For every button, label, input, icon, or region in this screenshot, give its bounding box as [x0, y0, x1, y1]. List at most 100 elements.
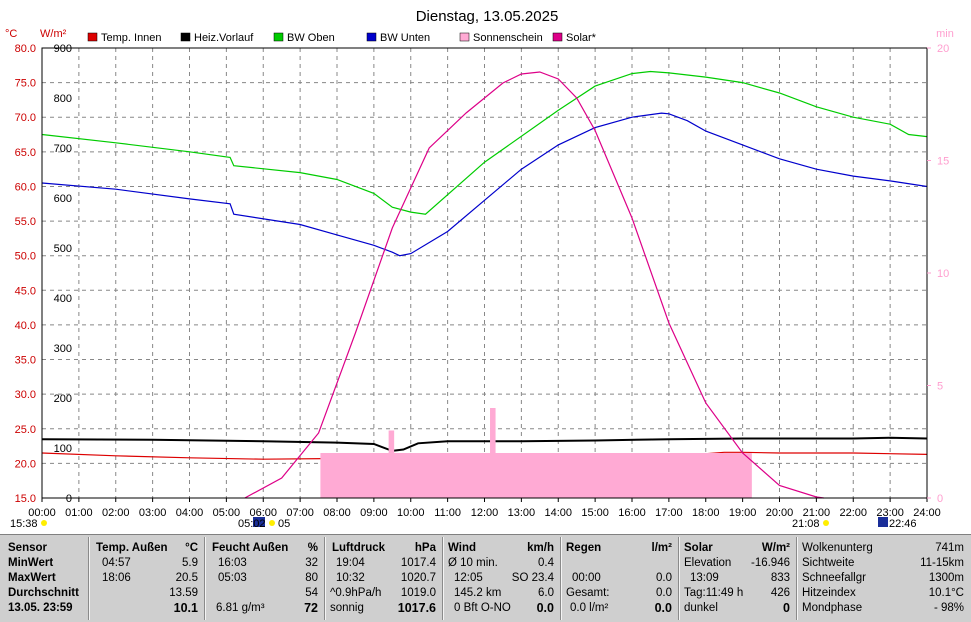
temp-max-time: 18:06 [102, 572, 131, 584]
series-bw-unten [41, 112, 928, 257]
stats-misc-column: Wolkenunterg 741m Sichtweite 11-15km Sch… [798, 535, 968, 622]
humidity-min-time: 16:03 [218, 557, 247, 569]
wind-speed: 6.0 [538, 587, 554, 599]
rain-time: 00:00 [572, 572, 601, 584]
annotation-left-a: 05:02 [238, 518, 266, 530]
column-divider [442, 537, 444, 620]
pressure-max-time: 10:32 [336, 572, 365, 584]
temp-axis-unit: °C [5, 28, 17, 40]
chart: 00:00 01:00 02:00 03:00 04:00 05:00 06:00 07:00… [5, 8, 954, 530]
temp-tick-label: 20.0 [15, 458, 36, 470]
wind-distance: 145.2 km [454, 587, 502, 599]
row-label-date: 13.05. 23:59 [8, 602, 73, 614]
temp-tick-label: 80.0 [15, 43, 36, 55]
chart-grid [42, 48, 927, 498]
rain-total-label: Gesamt: [566, 587, 610, 599]
solar-max: 833 [770, 572, 790, 584]
wind-avg-label: Ø 10 min. [448, 557, 498, 569]
legend-swatch-solar [552, 32, 563, 42]
solar-tick-label: 500 [54, 243, 72, 255]
x-tick-label: 17:00 [655, 507, 683, 519]
humidity-max: 80 [305, 572, 318, 584]
minutes-tick-label: 5 [937, 381, 943, 393]
rain-current: 0.0 [654, 601, 672, 615]
x-tick-label: 13:00 [508, 507, 536, 519]
series-solar [244, 71, 824, 499]
solar-current: 0 [783, 601, 790, 615]
temp-tick-label: 15.0 [15, 493, 36, 505]
pressure-state: sonnig [330, 602, 364, 614]
temp-tick-label: 40.0 [15, 320, 36, 332]
pressure-header: Luftdruck [332, 542, 386, 554]
row-label-sensor: Sensor [8, 542, 47, 554]
pressure-min: 1017.4 [400, 557, 436, 569]
x-tick-label: 06:00 [249, 507, 277, 519]
rain-rate: 0.0 l/m² [570, 602, 609, 614]
x-tick-label: 21:00 [803, 507, 831, 519]
legend-swatch-heiz-vorlauf [180, 32, 191, 42]
solar-tick-label: 0 [66, 493, 72, 505]
temp-avg: 13.59 [169, 587, 198, 599]
minutes-tick-label: 15 [937, 156, 949, 168]
column-divider [678, 537, 680, 620]
x-tick-label: 23:00 [876, 507, 904, 519]
solar-max-time: 13:09 [690, 572, 719, 584]
x-tick-label: 03:00 [139, 507, 167, 519]
wind-current: 0.0 [536, 601, 554, 615]
minutes-axis-unit: min [936, 28, 954, 40]
rain-unit: l/m² [651, 542, 672, 554]
x-tick-label: 18:00 [692, 507, 720, 519]
visibility-value: 11-15km [920, 557, 964, 569]
x-tick-label: 24:00 [913, 507, 941, 519]
row-label-max: MaxWert [8, 572, 56, 584]
solar-state: dunkel [684, 602, 718, 614]
solar-day: 426 [770, 587, 790, 599]
legend-swatch-bw-oben [273, 32, 284, 42]
annotation-right-a: 21:08 [792, 518, 820, 530]
chart-legend: Temp. Innen Heiz.Vorlauf BW Oben BW Unten So… [87, 32, 597, 44]
x-tick-label: 15:00 [581, 507, 609, 519]
legend-label-sonnenschein: Sonnenschein [473, 32, 543, 44]
x-tick-label: 05:00 [213, 507, 241, 519]
wind-gust: SO 23.4 [511, 572, 554, 584]
solar-tick-label: 100 [54, 443, 72, 455]
solar-axis-unit: W/m² [40, 28, 67, 40]
rain-header: Regen [566, 542, 602, 554]
temp-unit: °C [185, 542, 198, 554]
temp-tick-label: 25.0 [15, 424, 36, 436]
solar-tick-label: 700 [54, 143, 72, 155]
chart-ticks: 00:00 01:00 02:00 03:00 04:00 05:00 06:00 07:00… [15, 43, 950, 519]
legend-swatch-temp-innen [87, 32, 98, 42]
x-tick-label: 22:00 [839, 507, 867, 519]
temp-tick-label: 30.0 [15, 389, 36, 401]
minutes-tick-label: 10 [937, 268, 949, 280]
pressure-current: 1017.6 [397, 601, 436, 615]
solar-tick-label: 800 [54, 93, 72, 105]
minutes-tick-label: 0 [937, 493, 943, 505]
x-tick-label: 14:00 [544, 507, 572, 519]
annotation-right-b: 22:46 [889, 518, 917, 530]
legend-label-bw-unten: BW Unten [380, 32, 430, 44]
humidity-avg: 54 [305, 587, 318, 599]
pressure-unit: hPa [414, 542, 436, 554]
visibility-label: Sichtweite [802, 557, 855, 569]
solar-tick-label: 600 [54, 193, 72, 205]
pressure-min-time: 19:04 [336, 557, 365, 569]
column-divider [204, 537, 206, 620]
temp-tick-label: 45.0 [15, 285, 36, 297]
stats-wind-column: Wind km/h Ø 10 min. 0.4 12:05 SO 23.4 14… [444, 535, 558, 622]
pressure-avg: 1019.0 [400, 587, 436, 599]
x-tick-label: 01:00 [65, 507, 93, 519]
row-label-min: MinWert [8, 557, 54, 569]
sun-marker-icon [41, 520, 47, 526]
x-tick-label: 12:00 [471, 507, 499, 519]
chart-title: Dienstag, 13.05.2025 [416, 8, 559, 25]
wind-avg: 0.4 [538, 557, 554, 569]
column-divider [796, 537, 798, 620]
stats-panel: Sensor MinWert MaxWert Durchschnitt 13.0… [0, 534, 971, 622]
legend-label-solar: Solar* [566, 32, 597, 44]
x-tick-label: 00:00 [28, 507, 56, 519]
temp-min: 5.9 [182, 557, 198, 569]
stats-solar-column: Solar W/m² Elevation -16.946 13:09 833 T… [680, 535, 794, 622]
legend-swatch-bw-unten [366, 32, 377, 42]
